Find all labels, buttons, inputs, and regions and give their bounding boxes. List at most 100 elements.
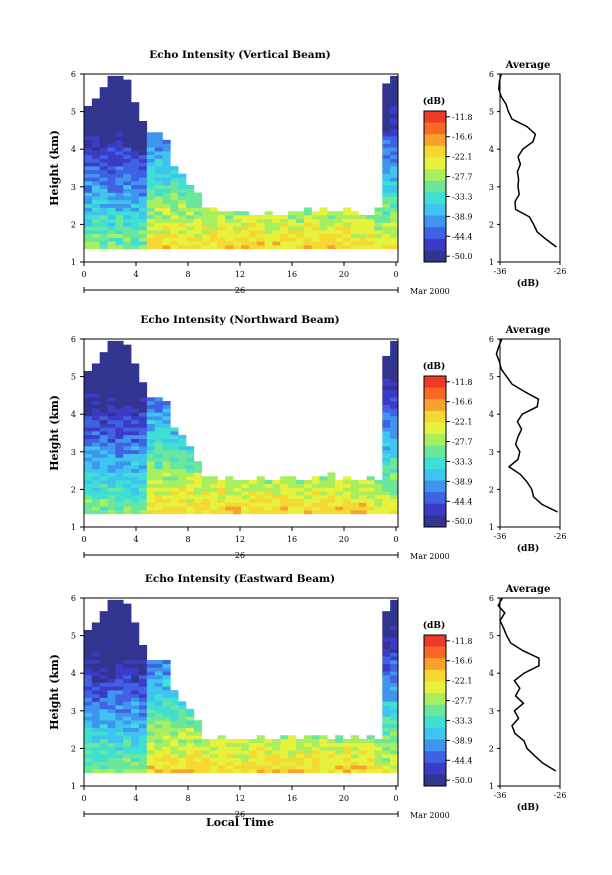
heat-cell	[288, 237, 297, 242]
heat-cell	[107, 233, 116, 238]
heat-cell	[84, 468, 93, 473]
heat-cell	[99, 401, 108, 406]
heat-cell	[288, 491, 297, 496]
heat-cell	[115, 491, 124, 496]
heat-cell	[99, 158, 108, 163]
heat-cell	[131, 136, 140, 141]
heat-cell	[335, 233, 344, 238]
heat-cell	[107, 686, 116, 691]
heat-cell	[170, 449, 179, 454]
heat-cell	[272, 487, 281, 492]
heat-cell	[84, 735, 93, 740]
heat-cell	[123, 222, 132, 227]
heat-cell	[343, 222, 352, 227]
heat-cell	[217, 769, 226, 774]
heat-cell	[131, 693, 140, 698]
heat-cell	[84, 378, 93, 383]
heat-cell	[233, 218, 242, 223]
heat-cell	[131, 128, 140, 133]
heat-cell	[193, 487, 203, 492]
heat-cell	[382, 483, 391, 488]
heat-cell	[390, 344, 399, 349]
heat-cell	[366, 476, 375, 481]
heat-cell	[131, 434, 140, 439]
heat-cell	[99, 652, 108, 657]
heat-cell	[335, 735, 344, 740]
heat-cell	[162, 495, 171, 500]
heat-cell	[115, 378, 124, 383]
heat-cell	[272, 483, 281, 488]
heat-cell	[327, 742, 336, 747]
heat-cell	[178, 739, 187, 744]
heat-cell	[123, 757, 132, 762]
heat-cell	[84, 502, 93, 507]
heat-cell	[390, 438, 399, 443]
heat-cell	[170, 453, 179, 458]
heat-cell	[91, 117, 100, 122]
y-tick-label: 2	[71, 744, 76, 753]
heat-cell	[343, 769, 352, 774]
heat-cell	[241, 245, 250, 250]
heat-cell	[84, 237, 93, 242]
heat-cell	[241, 750, 250, 755]
heat-cell	[123, 423, 132, 428]
heat-cell	[170, 211, 179, 216]
heat-cell	[146, 720, 155, 725]
heat-cell	[115, 431, 124, 436]
heat-cell	[170, 457, 179, 462]
heat-cell	[107, 113, 116, 118]
heat-cell	[107, 169, 116, 174]
x-tick-label: 20	[339, 270, 349, 279]
heat-cell	[131, 633, 140, 638]
heat-cell	[138, 697, 148, 702]
heat-cell	[84, 431, 93, 436]
heat-cell	[91, 412, 100, 417]
heat-cell	[123, 510, 132, 515]
heat-cell	[84, 708, 93, 713]
heat-cell	[382, 754, 391, 759]
heat-cell	[91, 708, 100, 713]
y-tick-label: 4	[71, 410, 76, 419]
heat-cell	[327, 222, 336, 227]
heat-cell	[115, 226, 124, 231]
heat-cell	[131, 230, 140, 235]
heat-cell	[193, 222, 203, 227]
heat-cell	[107, 480, 116, 485]
heat-cell	[272, 215, 281, 220]
heat-cell	[107, 158, 116, 163]
heat-cell	[91, 192, 100, 197]
heat-cell	[115, 476, 124, 481]
heat-cell	[382, 397, 391, 402]
heat-cell	[178, 701, 187, 706]
heat-cell	[99, 139, 108, 144]
heat-cell	[99, 143, 108, 148]
heat-cell	[350, 498, 360, 503]
heat-cell	[186, 188, 195, 193]
month-label: Mar 2000	[410, 287, 450, 296]
heat-cell	[241, 765, 250, 770]
heat-cell	[115, 468, 124, 473]
heat-cell	[131, 476, 140, 481]
heat-cell	[138, 648, 148, 653]
avg-y-tick-label: 2	[489, 744, 494, 753]
heat-cell	[138, 708, 148, 713]
heat-cell	[123, 502, 132, 507]
heat-cell	[154, 184, 163, 189]
heat-cell	[99, 222, 108, 227]
heat-cell	[186, 727, 195, 732]
heat-cell	[99, 113, 108, 118]
heat-cell	[295, 222, 305, 227]
heat-cell	[382, 438, 391, 443]
heat-cell	[217, 241, 226, 246]
heat-cell	[131, 109, 140, 114]
heat-cell	[84, 169, 93, 174]
heat-cell	[146, 404, 155, 409]
heat-cell	[288, 215, 297, 220]
heat-cell	[390, 166, 399, 171]
heat-cell	[131, 678, 140, 683]
heat-cell	[84, 750, 93, 755]
heat-cell	[162, 498, 171, 503]
heat-cell	[178, 188, 187, 193]
heat-cell	[115, 117, 124, 122]
heat-cell	[374, 230, 383, 235]
